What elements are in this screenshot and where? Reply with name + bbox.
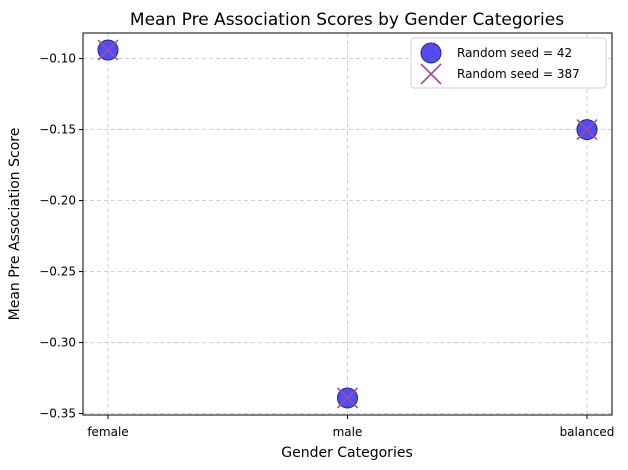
y-tick-label: −0.25 [39, 265, 76, 279]
plot-frame [82, 32, 613, 416]
x-tick-label-female: female [87, 425, 128, 439]
legend-label-seed-387: Random seed = 387 [457, 67, 580, 81]
y-tick-label: −0.15 [39, 123, 76, 137]
y-tick-label: −0.35 [39, 407, 76, 421]
chart-title: Mean Pre Association Scores by Gender Ca… [130, 10, 564, 30]
x-axis-ticks: female male balanced [87, 415, 614, 439]
legend-marker-seed-387 [420, 63, 442, 85]
y-tick-label: −0.20 [39, 194, 76, 208]
point-seed-387-female [97, 39, 119, 61]
grid [83, 33, 612, 415]
legend-marker-seed-42 [420, 42, 442, 64]
legend-frame [410, 37, 607, 89]
y-axis-label: Mean Pre Association Score [7, 128, 23, 321]
x-axis-label: Gender Categories [281, 445, 413, 461]
legend-label-seed-42: Random seed = 42 [457, 46, 572, 60]
data-points [97, 39, 598, 409]
y-tick-label: −0.30 [39, 336, 76, 350]
x-tick-label-balanced: balanced [560, 425, 615, 439]
point-seed-387-balanced [576, 118, 598, 141]
y-tick-label: −0.10 [39, 52, 76, 66]
point-seed-387-male [336, 387, 359, 409]
y-axis-ticks: −0.10 −0.15 −0.20 −0.25 −0.30 −0.35 [39, 52, 83, 421]
legend: Random seed = 42 Random seed = 387 [410, 37, 607, 89]
x-tick-label-male: male [333, 425, 363, 439]
